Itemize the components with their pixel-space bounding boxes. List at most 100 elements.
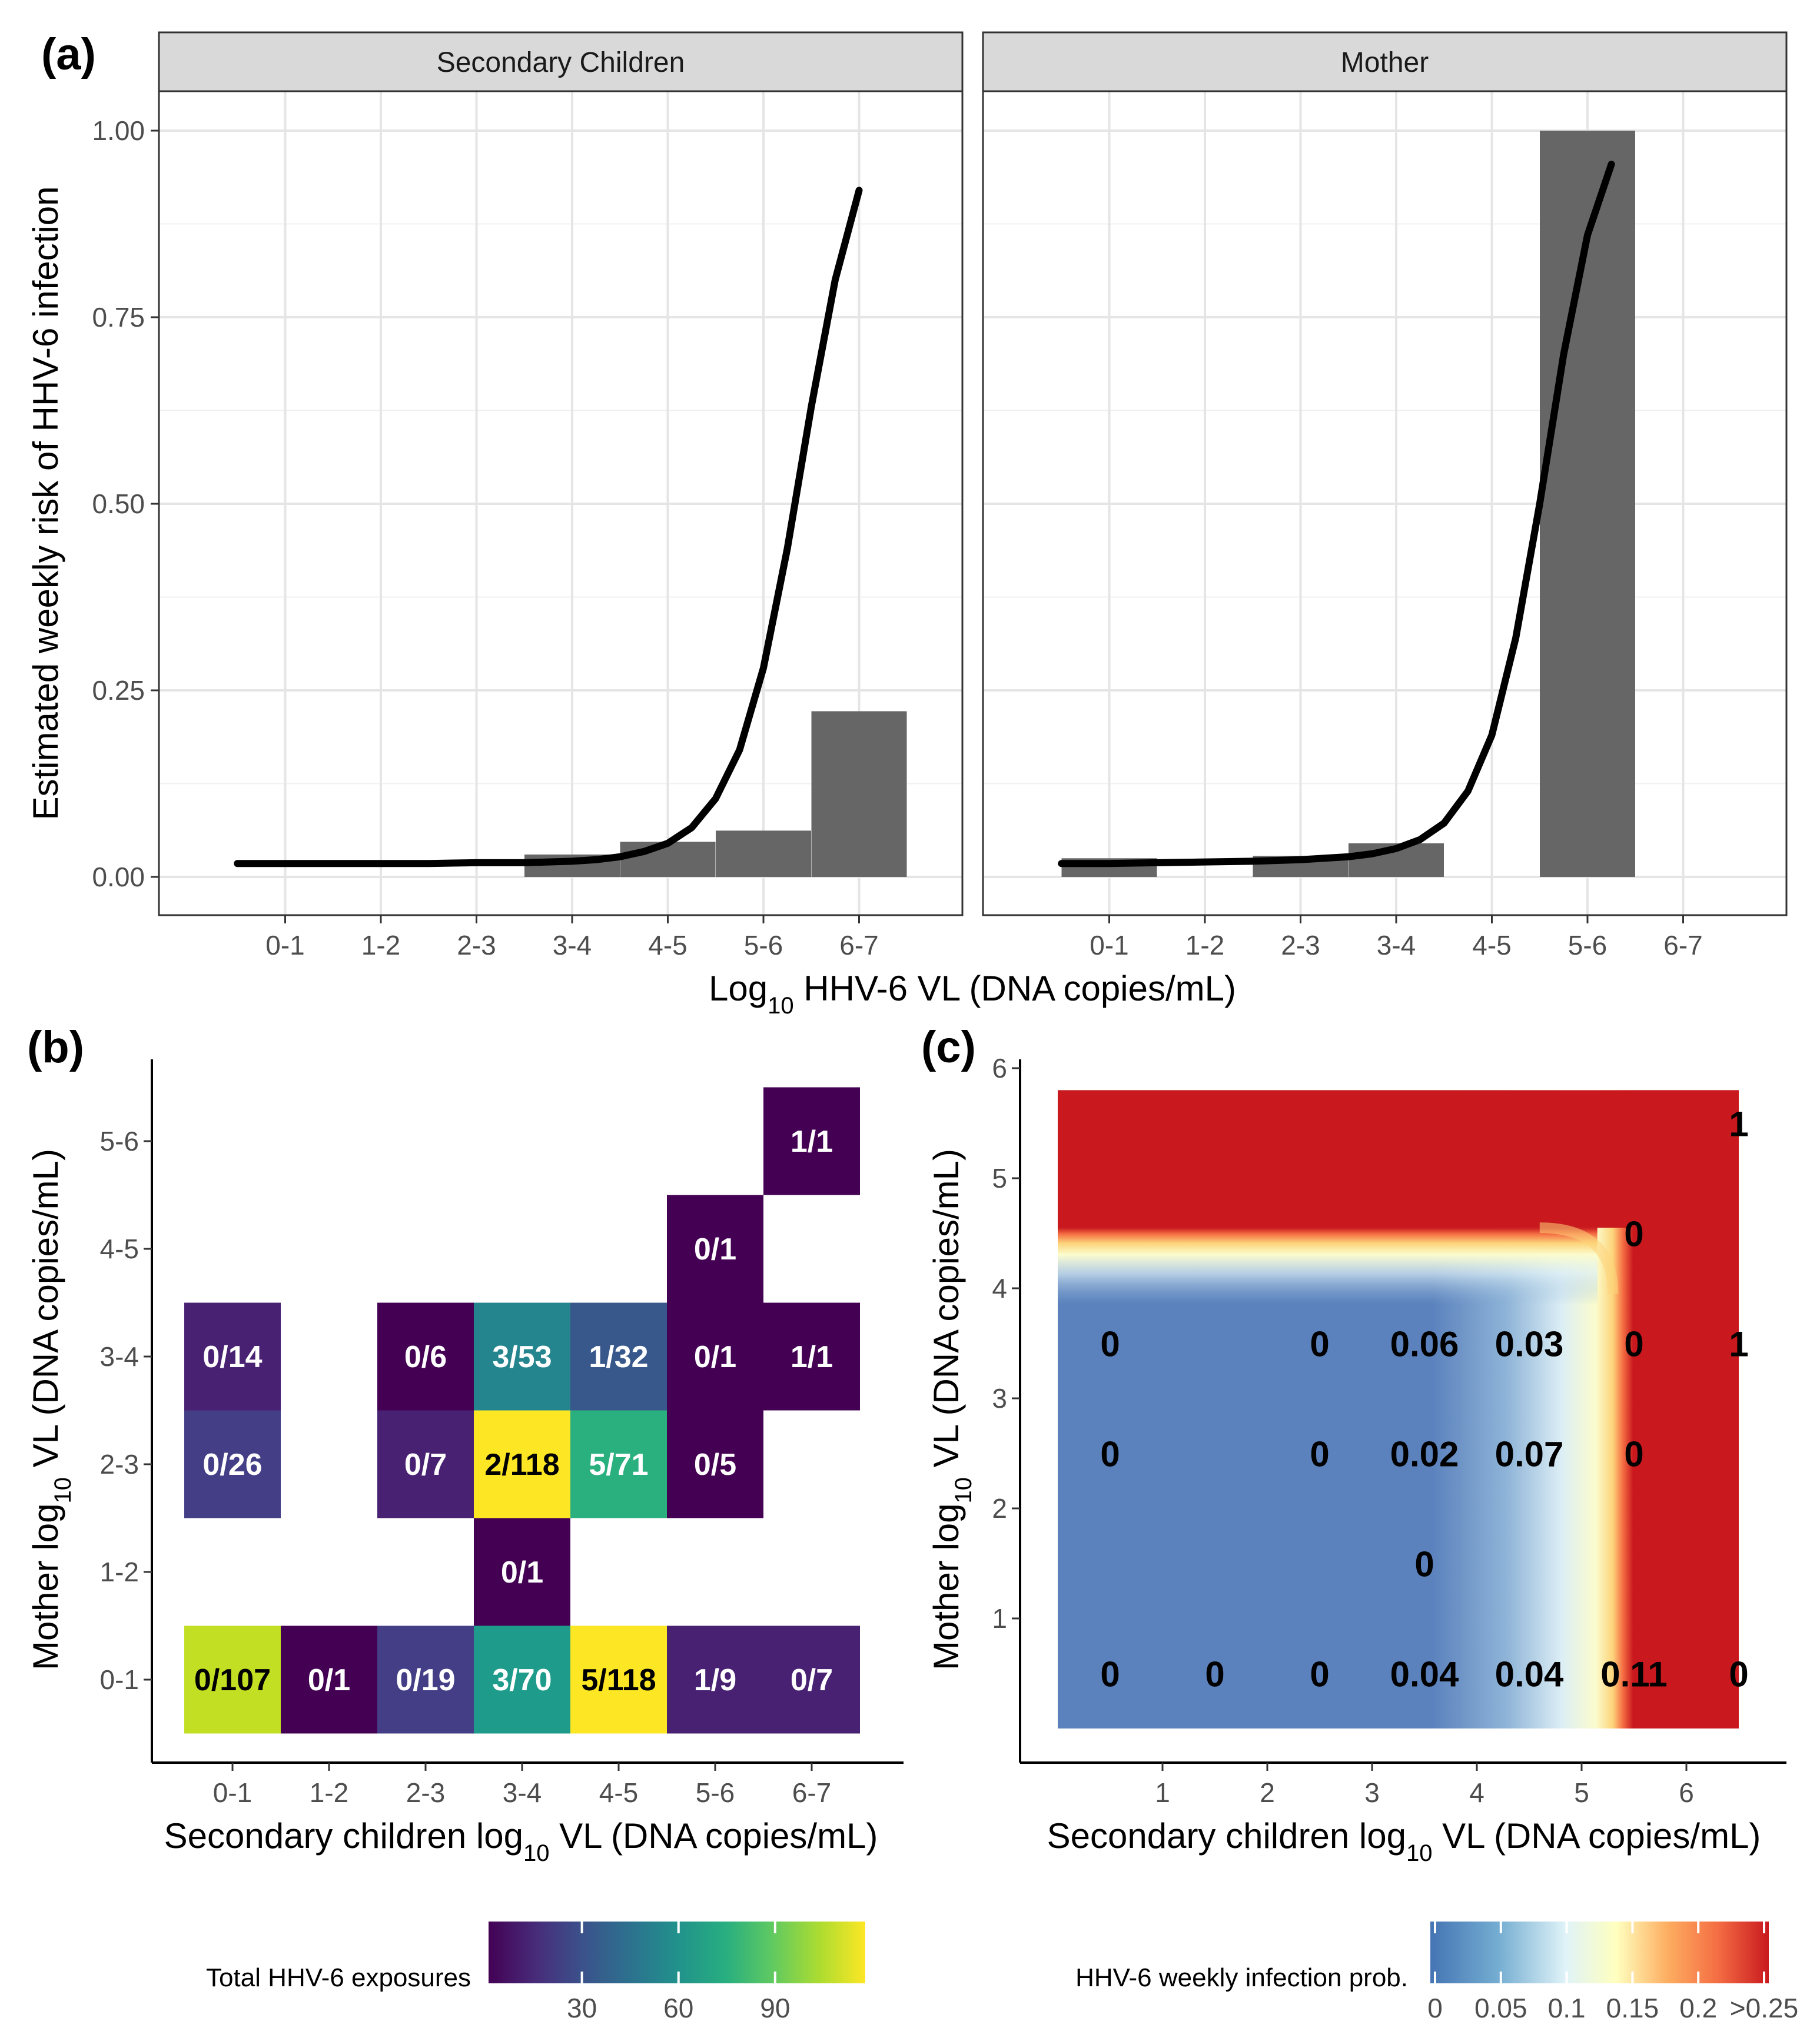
y-tick-label: 0.25 (92, 675, 145, 706)
prob-label: 0 (1624, 1435, 1643, 1474)
x-tick-label: 3-4 (553, 930, 592, 960)
plot-border (982, 90, 1788, 916)
prob-surface-transition (1058, 1228, 1598, 1305)
x-tick-label: 3-4 (503, 1777, 542, 1808)
legend-c-tick-label: 0 (1427, 1993, 1443, 2023)
heat-cell (474, 1518, 570, 1626)
prob-label: 0 (1100, 1655, 1120, 1694)
x-tick-label: 4 (1469, 1777, 1484, 1808)
heat-cell (281, 1626, 377, 1734)
x-tick-label: 5-6 (696, 1777, 735, 1808)
heat-cell-label: 0/1 (694, 1232, 736, 1267)
facet-strip (158, 31, 964, 92)
heat-cell (184, 1302, 281, 1411)
facet-strip-label: Mother (1341, 47, 1429, 78)
x-tick-label: 5 (1574, 1777, 1589, 1808)
x-axis-title-sub: 10 (1406, 1840, 1433, 1866)
x-tick-label: 5-6 (744, 930, 783, 960)
heat-cell-label: 0/14 (202, 1340, 262, 1374)
legend-c-tick-label: 0.1 (1548, 1993, 1586, 2023)
heat-cell-label: 1/1 (791, 1125, 833, 1159)
heat-cell (377, 1626, 474, 1734)
heat-cell-label: 5/71 (589, 1448, 648, 1482)
x-axis-title-pre: Secondary children log (1047, 1816, 1406, 1856)
heat-cell-label: 1/9 (694, 1663, 736, 1697)
y-axis-title-post: VL (DNA copies/mL) (26, 1149, 65, 1477)
heat-cell (474, 1302, 570, 1411)
x-axis-title-pre: Secondary children log (164, 1816, 523, 1856)
y-axis-title: Mother log10 VL (DNA copies/mL) (926, 1149, 977, 1670)
prob-label: 0 (1414, 1545, 1434, 1584)
heat-cell (377, 1410, 474, 1518)
prob-label: 0 (1624, 1215, 1643, 1254)
x-axis-title-pre: Log (709, 969, 768, 1008)
heat-cell (570, 1626, 667, 1734)
y-axis-title-post: VL (DNA copies/mL) (926, 1149, 966, 1477)
x-tick-label: 3 (1364, 1777, 1380, 1808)
y-tick-label: 0-1 (100, 1664, 139, 1695)
legend-b-tick-label: 90 (760, 1993, 790, 2023)
x-axis-title-sub: 10 (768, 993, 794, 1019)
heat-cell (667, 1410, 763, 1518)
panel-label-b: (b) (27, 1022, 84, 1072)
prob-label: 0 (1624, 1325, 1643, 1364)
legend-c-tick-label: >0.25 (1730, 1993, 1798, 2023)
prob-surface-corner (1539, 1222, 1619, 1294)
heat-cell (474, 1626, 570, 1734)
y-tick-label: 6 (992, 1053, 1007, 1083)
prob-label: 0.04 (1390, 1655, 1459, 1694)
y-axis-title: Estimated weekly risk of HHV-6 infection (26, 186, 65, 820)
legend-c-tick-label: 0.05 (1474, 1993, 1527, 2023)
y-tick-label: 0.00 (92, 862, 145, 892)
y-tick-label: 4-5 (100, 1234, 139, 1264)
prob-label: 0.02 (1390, 1435, 1459, 1474)
prob-label: 0 (1100, 1325, 1120, 1364)
legend-c-title: HHV-6 weekly infection prob. (1075, 1963, 1408, 1992)
prob-surface-high (1058, 1090, 1739, 1228)
x-tick-label: 2-3 (406, 1777, 445, 1808)
heat-cell-label: 5/118 (581, 1663, 656, 1697)
bar-6-7 (811, 711, 907, 877)
heat-cell (377, 1302, 474, 1411)
legends: Total HHV-6 exposures 30 60 90 HHV-6 weekly … (206, 1922, 1798, 2023)
x-tick-label: 4-5 (648, 930, 687, 960)
prob-label: 1 (1729, 1105, 1748, 1144)
legend-b-tick-label: 30 (567, 1993, 597, 2023)
heat-cell (570, 1302, 667, 1411)
facet-0: Secondary Children 0-1 1-2 2-3 3-4 4-5 5-6 6-7 (158, 31, 964, 960)
bar-5-6 (716, 830, 811, 877)
prob-label: 0 (1100, 1435, 1120, 1474)
x-tick-label: 4-5 (1472, 930, 1511, 960)
panel-label-c: (c) (921, 1022, 976, 1072)
heat-cell-label: 0/26 (202, 1448, 262, 1482)
legend-c-colorbar (1430, 1922, 1769, 1983)
heat-cell-label: 1/32 (589, 1340, 648, 1374)
x-tick-label: 6-7 (792, 1777, 831, 1808)
x-tick-label: 5-6 (1568, 930, 1607, 960)
x-tick-label: 6 (1679, 1777, 1694, 1808)
x-axis-title: Secondary children log10 VL (DNA copies/… (1047, 1816, 1761, 1866)
bar-5-6 (1540, 131, 1635, 877)
prob-label: 0.07 (1495, 1435, 1564, 1474)
x-tick-label: 3-4 (1377, 930, 1416, 960)
heat-cell-label: 0/1 (308, 1663, 350, 1697)
panel-c-probability-heatmap: 0 0 0 0.04 0.04 0.11 0 0 0 0 0.02 0.07 0 0 0 0.06 0.03 0 1… (926, 1053, 1786, 1866)
y-tick-label: 2-3 (100, 1449, 139, 1480)
facet-strip-label: Secondary Children (437, 47, 685, 78)
y-tick-label: 3-4 (100, 1341, 139, 1372)
y-axis-title: Mother log10 VL (DNA copies/mL) (26, 1149, 76, 1670)
legend-b-colorbar (489, 1922, 865, 1983)
prob-label: 0 (1310, 1325, 1329, 1364)
heat-cell (667, 1302, 763, 1411)
heat-cell-label: 3/70 (492, 1663, 552, 1697)
prob-label: 0 (1205, 1655, 1224, 1694)
x-tick-label: 1-2 (1185, 930, 1224, 960)
legend-b-title: Total HHV-6 exposures (206, 1963, 471, 1992)
panel-label-a: (a) (41, 29, 96, 79)
x-axis-title-post: VL (DNA copies/mL) (1432, 1816, 1761, 1856)
facet-strip (982, 31, 1788, 92)
x-axis-title-post: VL (DNA copies/mL) (549, 1816, 878, 1856)
y-tick-label: 4 (992, 1273, 1007, 1304)
x-tick-label: 2-3 (457, 930, 496, 960)
